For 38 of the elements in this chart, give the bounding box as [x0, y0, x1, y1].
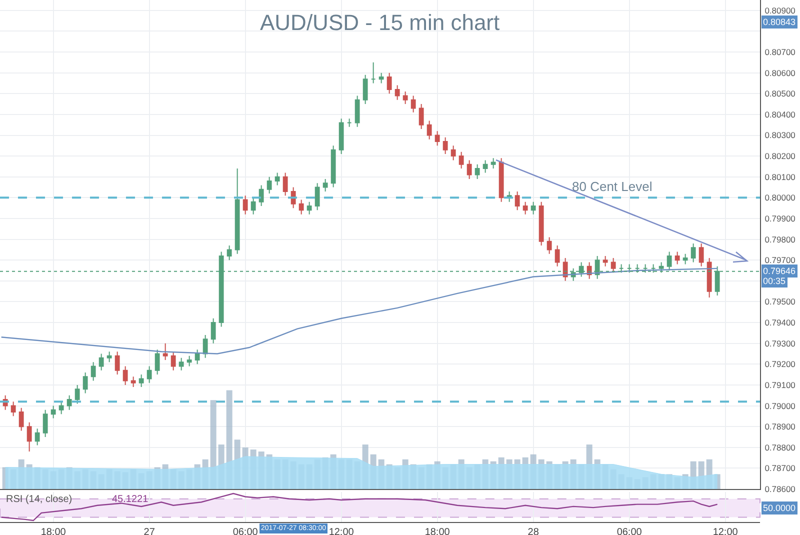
- annotation: 45.1221: [112, 494, 149, 505]
- y-tick-label: 0.78900: [764, 422, 796, 432]
- y-tick-label: 0.78800: [764, 442, 796, 452]
- y-tick-label: 0.80500: [764, 88, 796, 99]
- text: AUD/USD - 15 min chart: [260, 10, 500, 35]
- y-tick-label: 0.78600: [764, 484, 796, 494]
- y-tick-label: 0.80100: [764, 172, 796, 182]
- y-tick-label: 0.79500: [764, 296, 796, 307]
- x-tick-label: 06:00: [232, 527, 258, 535]
- chart-title: RSI (14, close): [6, 494, 72, 505]
- y-tick-label: 0.79300: [764, 338, 796, 348]
- y-tick-label: 0.80900: [764, 5, 796, 16]
- x-tick-label: 18:00: [40, 527, 66, 535]
- x-tick-label: 28: [528, 527, 540, 535]
- y-tick-label: 0.80400: [764, 109, 796, 120]
- x-tick-label: 12:00: [328, 527, 354, 535]
- y-tick-label: 0.79800: [764, 234, 796, 244]
- y-tick-label: 0.79200: [764, 359, 796, 370]
- y-tick-label: 0.80700: [764, 46, 796, 57]
- y-tick-label: 0.79400: [764, 318, 796, 328]
- y-tick-label: 0.80000: [764, 192, 796, 203]
- y-tick-label: 0.79000: [764, 400, 796, 411]
- y-tick-label: 0.79700: [764, 255, 796, 266]
- x-tick-label: 06:00: [616, 527, 642, 535]
- annotation: 50.0000: [763, 503, 796, 513]
- y-tick-label: 0.79100: [764, 380, 796, 390]
- y-tick-label: 0.78700: [764, 463, 796, 474]
- annotation: 0.80843: [763, 17, 796, 27]
- x-tick-label: 27: [144, 527, 156, 535]
- x-tick-label: 12:00: [712, 527, 738, 535]
- y-tick-label: 0.80200: [764, 151, 796, 162]
- annotation: 0.79646: [763, 266, 796, 276]
- ref-line-label: 80 Cent Level: [572, 179, 652, 194]
- y-tick-label: 0.79900: [764, 213, 796, 224]
- x-tick-label: 18:00: [424, 527, 450, 535]
- y-tick-label: 0.80300: [764, 130, 796, 140]
- annotation: 00:35: [763, 276, 786, 286]
- y-tick-label: 0.80600: [764, 68, 796, 78]
